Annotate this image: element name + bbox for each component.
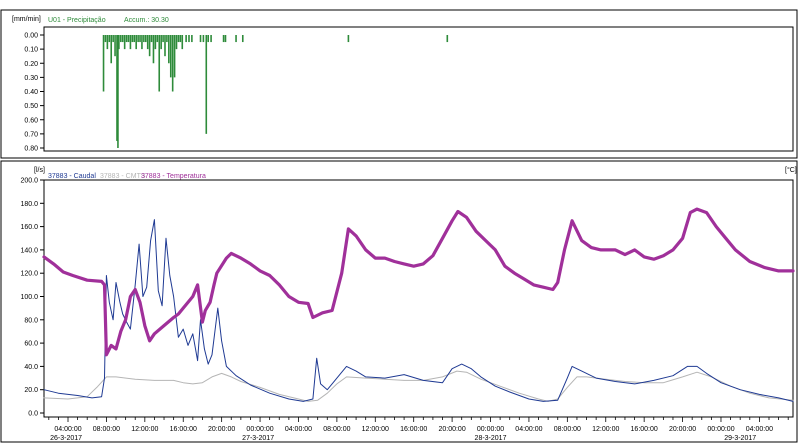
legend-caudal: 37883 - Caudal bbox=[48, 173, 96, 180]
bottom-panel-frame bbox=[0, 160, 798, 443]
bottom-y-tick-label: 0.0 bbox=[28, 411, 38, 418]
bottom-x-tick-label: 16:00:00 bbox=[170, 426, 197, 433]
bottom-x-tick-label: 04:00:00 bbox=[515, 426, 542, 433]
top-legend-precip: U01 - Precipitação bbox=[48, 17, 106, 24]
caudal-series-line bbox=[43, 219, 794, 402]
bottom-y-tick-label: 100.0 bbox=[20, 294, 38, 301]
bottom-x-tick-label: 20:00:00 bbox=[669, 426, 696, 433]
top-plot-area bbox=[43, 26, 794, 152]
precipitation-bars bbox=[102, 35, 449, 148]
bottom-x-tick-label: 08:00:00 bbox=[554, 426, 581, 433]
bottom-y-tick-label: 120.0 bbox=[20, 271, 38, 278]
bottom-x-tick-label: 20:00:00 bbox=[438, 426, 465, 433]
cmts-series-line bbox=[43, 370, 794, 402]
top-y-tick-label: 0.10 bbox=[24, 47, 38, 54]
top-y-tick-label: 0.80 bbox=[24, 146, 38, 153]
temperatura-series-line bbox=[42, 207, 795, 357]
bottom-x-date-label: 29-3-2017 bbox=[724, 435, 756, 442]
bottom-unit-right: [°C] bbox=[785, 166, 797, 174]
bottom-x-axis: 04:00:00 08:00:00 12:00:00 16:00:00 20:00:00… bbox=[48, 417, 789, 442]
bottom-x-tick-label: 04:00:00 bbox=[285, 426, 312, 433]
series-lines bbox=[42, 207, 795, 402]
top-legend-accum: Accum.: 30.30 bbox=[124, 17, 169, 24]
bottom-plot-area bbox=[43, 179, 794, 418]
top-y-axis: 0.00 0.10 0.20 0.30 0.40 0.50 0.60 0.70 0.80 bbox=[24, 33, 44, 153]
bottom-y-axis: 0.0 20.0 40.0 60.0 80.0 100.0 120.0 140.0 160.0 1… bbox=[20, 178, 44, 418]
bottom-x-tick-label: 12:00:00 bbox=[131, 426, 158, 433]
bottom-x-tick-label: 12:00:00 bbox=[592, 426, 619, 433]
top-y-tick-label: 0.00 bbox=[24, 33, 38, 40]
bottom-x-tick-label: 04:00:00 bbox=[746, 426, 773, 433]
top-y-tick-label: 0.50 bbox=[24, 103, 38, 110]
bottom-x-tick-label: 16:00:00 bbox=[400, 426, 427, 433]
bottom-y-tick-label: 60.0 bbox=[24, 341, 38, 348]
legend-cmts: 37883 - CMTS bbox=[100, 173, 146, 180]
bottom-x-date-label: 27-3-2017 bbox=[242, 435, 274, 442]
top-y-tick-label: 0.20 bbox=[24, 61, 38, 68]
top-panel-frame bbox=[0, 9, 798, 159]
top-y-tick-label: 0.70 bbox=[24, 131, 38, 138]
top-y-tick-label: 0.30 bbox=[24, 75, 38, 82]
bottom-x-tick-label: 12:00:00 bbox=[362, 426, 389, 433]
bottom-y-tick-label: 140.0 bbox=[20, 247, 38, 254]
bottom-x-tick-label: 00:00:00 bbox=[707, 426, 734, 433]
bottom-x-tick-label: 20:00:00 bbox=[208, 426, 235, 433]
bottom-x-date-label: 26-3-2017 bbox=[50, 435, 82, 442]
legend-temperatura: 37883 - Temperatura bbox=[141, 173, 206, 180]
bottom-x-tick-label: 00:00:00 bbox=[477, 426, 504, 433]
bottom-y-tick-label: 200.0 bbox=[20, 178, 38, 185]
bottom-y-tick-label: 180.0 bbox=[20, 201, 38, 208]
bottom-x-date-label: 28-3-2017 bbox=[475, 435, 507, 442]
bottom-y-tick-label: 80.0 bbox=[24, 317, 38, 324]
top-y-tick-label: 0.60 bbox=[24, 117, 38, 124]
bottom-x-tick-label: 00:00:00 bbox=[246, 426, 273, 433]
bottom-x-tick-label: 08:00:00 bbox=[93, 426, 120, 433]
top-y-tick-label: 0.40 bbox=[24, 89, 38, 96]
top-unit-label: [mm/min] bbox=[12, 16, 41, 23]
bottom-x-tick-label: 16:00:00 bbox=[631, 426, 658, 433]
bottom-unit-left: [l/s] bbox=[34, 167, 45, 174]
bottom-y-tick-label: 40.0 bbox=[24, 364, 38, 371]
bottom-x-tick-label: 08:00:00 bbox=[323, 426, 350, 433]
bottom-y-tick-label: 20.0 bbox=[24, 387, 38, 394]
bottom-y-tick-label: 160.0 bbox=[20, 224, 38, 231]
bottom-x-tick-label: 04:00:00 bbox=[54, 426, 81, 433]
